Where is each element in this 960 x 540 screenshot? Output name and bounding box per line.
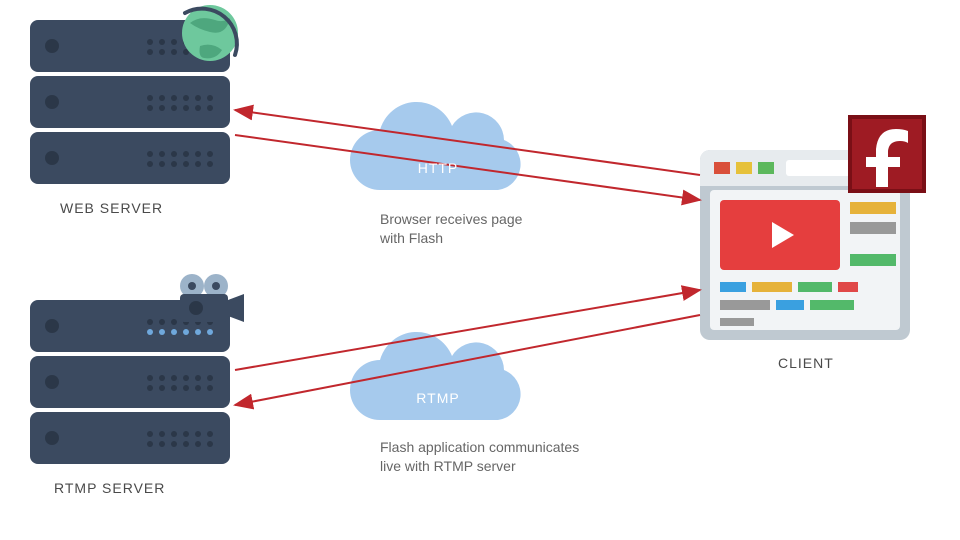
- rtmp-caption-line2: live with RTMP server: [380, 458, 516, 474]
- rtmp-cloud-label: RTMP: [408, 390, 468, 406]
- http-caption-line1: Browser receives page: [380, 211, 522, 227]
- rtmp-caption: Flash application communicates live with…: [380, 438, 579, 476]
- http-caption-line2: with Flash: [380, 230, 443, 246]
- web-server-label: WEB SERVER: [60, 200, 163, 216]
- client-label: CLIENT: [778, 355, 834, 371]
- http-cloud-label: HTTP: [408, 160, 468, 176]
- rtmp-caption-line1: Flash application communicates: [380, 439, 579, 455]
- globe-icon: [182, 5, 238, 61]
- http-caption: Browser receives page with Flash: [380, 210, 522, 248]
- rtmp-server-icon: [30, 274, 244, 464]
- camera-icon: [180, 274, 244, 322]
- web-server-icon: [30, 5, 238, 184]
- flash-logo-icon: [848, 115, 926, 193]
- rtmp-server-label: RTMP SERVER: [54, 480, 165, 496]
